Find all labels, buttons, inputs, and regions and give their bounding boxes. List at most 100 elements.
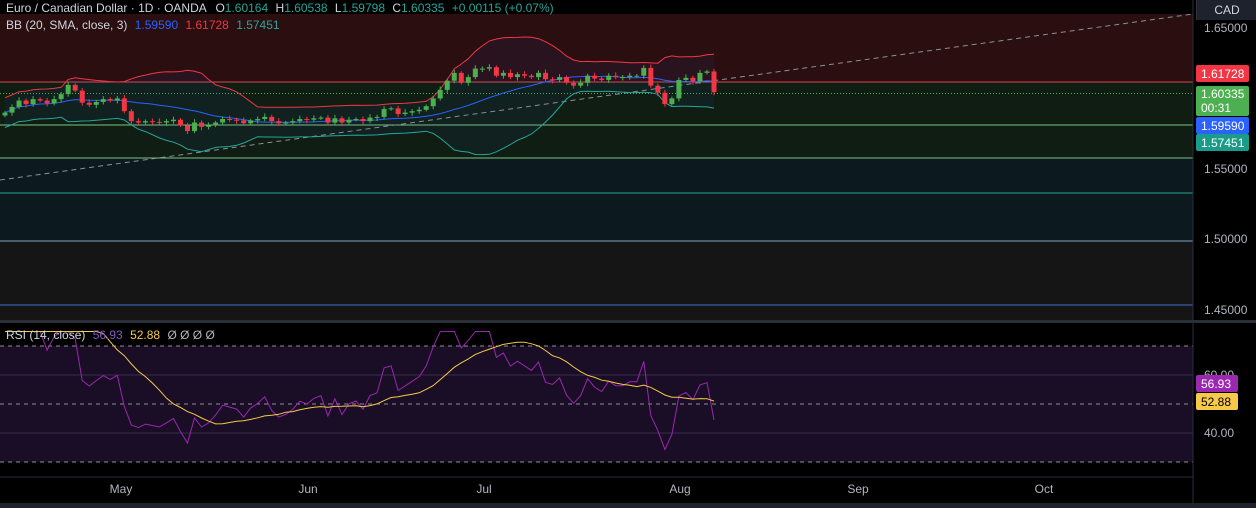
candle	[185, 125, 191, 132]
candle	[585, 75, 591, 83]
open-label: O	[215, 1, 225, 15]
close-label: C	[392, 1, 402, 15]
candle	[402, 112, 408, 115]
currency-label[interactable]: CAD	[1196, 0, 1256, 20]
candle	[142, 121, 148, 123]
candle	[72, 84, 78, 91]
candle	[114, 98, 120, 101]
candle	[100, 99, 106, 102]
candle	[479, 68, 485, 70]
candle	[79, 90, 85, 103]
candle	[16, 100, 22, 107]
zone-mid-band	[0, 82, 1193, 158]
time-label-may: May	[110, 482, 133, 496]
candle	[199, 122, 205, 127]
price-tick: 1.65000	[1204, 21, 1248, 35]
candle	[620, 77, 626, 79]
candle	[409, 111, 415, 113]
badge-rsi-ma	[1196, 393, 1238, 410]
badge-rsi-ma-text: 52.88	[1201, 395, 1231, 409]
badge-upper	[1196, 65, 1249, 82]
bottom-bar	[0, 503, 1256, 508]
rsi-legend[interactable]: RSI (14, close) 56.93 52.88 Ø Ø Ø Ø	[6, 328, 215, 342]
rsi-pane[interactable]	[0, 331, 1193, 463]
candle	[107, 99, 113, 101]
candle	[325, 117, 331, 123]
rsi-legend-value: 56.93	[92, 328, 123, 342]
candle	[528, 75, 534, 78]
candle	[23, 100, 29, 105]
badge-last	[1196, 86, 1249, 116]
close-value: 1.60335	[401, 1, 445, 15]
candle	[578, 82, 584, 86]
candle	[641, 67, 647, 76]
candle	[465, 77, 471, 83]
candle	[135, 121, 141, 123]
badge-lower	[1196, 134, 1249, 151]
candle	[276, 121, 282, 124]
candle	[514, 74, 520, 78]
price-pane[interactable]	[0, 13, 1194, 320]
pane-separator[interactable]	[0, 320, 1256, 323]
candles	[2, 64, 717, 135]
candle	[58, 94, 64, 100]
candle	[311, 118, 317, 120]
rsi-axis[interactable]: 60.00 40.00 56.93 52.88	[1196, 368, 1238, 440]
badge-last-text: 1.60335	[1201, 87, 1245, 101]
price-axis[interactable]: 1.65000 1.55000 1.50000 1.45000 1.61728 …	[1192, 0, 1256, 508]
candle	[37, 99, 43, 101]
candle	[416, 109, 422, 112]
candle	[318, 117, 324, 119]
zone-bottom	[0, 240, 1193, 320]
candle	[149, 121, 155, 123]
bb-legend-name: BB (20, SMA, close, 3)	[6, 18, 128, 32]
candle	[430, 98, 436, 107]
rsi-tick: 40.00	[1204, 426, 1234, 440]
candle	[557, 77, 563, 80]
candle	[507, 72, 513, 78]
candle	[269, 116, 275, 122]
candle	[65, 84, 71, 95]
rsi-legend-name: RSI (14, close)	[6, 328, 86, 342]
candle	[51, 99, 57, 104]
bb-basis-value: 1.59590	[134, 18, 179, 32]
change-value: +0.00115 (+0.07%)	[451, 1, 554, 15]
time-axis[interactable]: May Jun Jul Aug Sep Oct	[0, 476, 1193, 496]
low-value: 1.59798	[341, 1, 385, 15]
high-label: H	[275, 1, 285, 15]
candle	[444, 80, 450, 90]
candle	[30, 99, 36, 105]
open-value: 1.60164	[224, 1, 269, 15]
candle	[374, 116, 380, 118]
candle	[262, 116, 268, 120]
candle	[550, 79, 556, 81]
symbol-legend[interactable]: Euro / Canadian Dollar · 1D · OANDA O1.6…	[6, 1, 554, 15]
candle	[9, 106, 15, 113]
candle	[613, 75, 619, 78]
candle	[353, 119, 359, 121]
candle	[543, 72, 549, 80]
candle	[255, 119, 261, 121]
candle	[683, 77, 689, 80]
candle	[360, 119, 366, 122]
symbol-title: Euro / Canadian Dollar · 1D · OANDA	[6, 1, 207, 15]
bb-upper-value: 1.61728	[185, 18, 229, 32]
candle	[395, 108, 401, 115]
candle	[93, 101, 99, 105]
candle	[170, 119, 176, 122]
candle	[290, 121, 296, 123]
candle	[128, 111, 134, 122]
candle	[536, 72, 542, 78]
time-label-jun: Jun	[298, 482, 317, 496]
rsi-line	[5, 331, 715, 451]
bb-legend[interactable]: BB (20, SMA, close, 3) 1.59590 1.61728 1…	[6, 18, 280, 32]
candle	[690, 77, 696, 82]
candle	[192, 122, 198, 132]
candle	[346, 119, 352, 123]
candle	[86, 102, 92, 105]
candle	[381, 109, 387, 117]
candle	[297, 119, 303, 122]
high-value: 1.60538	[284, 1, 328, 15]
candle	[388, 108, 394, 110]
